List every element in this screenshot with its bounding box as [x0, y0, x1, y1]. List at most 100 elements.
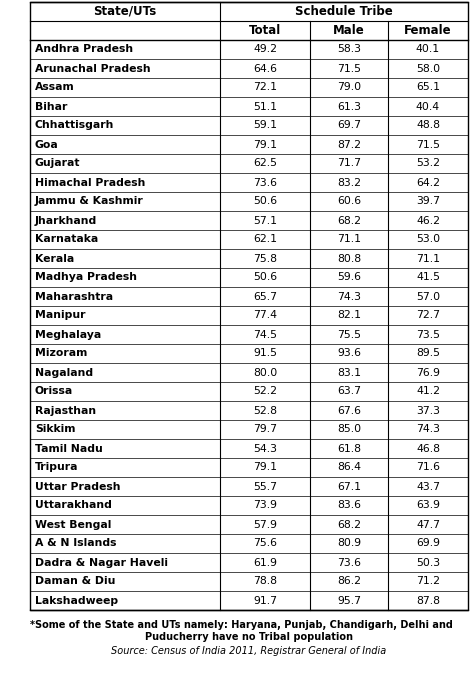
Text: Arunachal Pradesh: Arunachal Pradesh — [35, 64, 151, 74]
Text: Manipur: Manipur — [35, 311, 85, 321]
Text: 72.7: 72.7 — [416, 311, 440, 321]
Text: State/UTs: State/UTs — [93, 5, 156, 18]
Text: 75.8: 75.8 — [253, 253, 277, 263]
Text: 72.1: 72.1 — [253, 83, 277, 92]
Text: 79.0: 79.0 — [337, 83, 361, 92]
Text: 62.1: 62.1 — [253, 234, 277, 244]
Text: Mizoram: Mizoram — [35, 349, 87, 358]
Text: 57.9: 57.9 — [253, 519, 277, 529]
Text: 73.6: 73.6 — [253, 178, 277, 188]
Text: Jharkhand: Jharkhand — [35, 216, 97, 225]
Text: Lakshadweep: Lakshadweep — [35, 596, 118, 605]
Text: Himachal Pradesh: Himachal Pradesh — [35, 178, 146, 188]
Text: 74.3: 74.3 — [416, 424, 440, 435]
Text: 76.9: 76.9 — [416, 368, 440, 377]
Text: 59.1: 59.1 — [253, 120, 277, 130]
Text: 55.7: 55.7 — [253, 482, 277, 491]
Text: 69.7: 69.7 — [337, 120, 361, 130]
Text: 46.8: 46.8 — [416, 444, 440, 454]
Text: Madhya Pradesh: Madhya Pradesh — [35, 272, 137, 283]
Text: 54.3: 54.3 — [253, 444, 277, 454]
Text: 71.1: 71.1 — [416, 253, 440, 263]
Text: 67.1: 67.1 — [337, 482, 361, 491]
Text: 73.5: 73.5 — [416, 330, 440, 340]
Text: 37.3: 37.3 — [416, 405, 440, 416]
Text: 71.5: 71.5 — [416, 139, 440, 150]
Text: 79.7: 79.7 — [253, 424, 277, 435]
Text: 43.7: 43.7 — [416, 482, 440, 491]
Text: 64.2: 64.2 — [416, 178, 440, 188]
Text: 79.1: 79.1 — [253, 139, 277, 150]
Text: Male: Male — [333, 24, 365, 37]
Text: Nagaland: Nagaland — [35, 368, 93, 377]
Text: 50.6: 50.6 — [253, 272, 277, 283]
Text: 82.1: 82.1 — [337, 311, 361, 321]
Text: 69.9: 69.9 — [416, 538, 440, 549]
Text: 59.6: 59.6 — [337, 272, 361, 283]
Text: 51.1: 51.1 — [253, 102, 277, 111]
Text: 75.6: 75.6 — [253, 538, 277, 549]
Text: Maharashtra: Maharashtra — [35, 291, 113, 302]
Text: 50.3: 50.3 — [416, 557, 440, 568]
Text: 73.6: 73.6 — [337, 557, 361, 568]
Text: 47.7: 47.7 — [416, 519, 440, 529]
Text: 64.6: 64.6 — [253, 64, 277, 74]
Text: 52.8: 52.8 — [253, 405, 277, 416]
Text: 61.8: 61.8 — [337, 444, 361, 454]
Bar — [30, 2, 468, 610]
Text: 80.0: 80.0 — [253, 368, 277, 377]
Text: 39.7: 39.7 — [416, 197, 440, 206]
Text: 60.6: 60.6 — [337, 197, 361, 206]
Text: 91.5: 91.5 — [253, 349, 277, 358]
Text: 58.0: 58.0 — [416, 64, 440, 74]
Text: Sikkim: Sikkim — [35, 424, 75, 435]
Text: 71.7: 71.7 — [337, 158, 361, 169]
Text: 58.3: 58.3 — [337, 45, 361, 55]
Text: 89.5: 89.5 — [416, 349, 440, 358]
Text: Meghalaya: Meghalaya — [35, 330, 101, 340]
Text: 57.1: 57.1 — [253, 216, 277, 225]
Text: 53.2: 53.2 — [416, 158, 440, 169]
Text: 63.9: 63.9 — [416, 500, 440, 510]
Text: 46.2: 46.2 — [416, 216, 440, 225]
Text: 40.4: 40.4 — [416, 102, 440, 111]
Text: 65.1: 65.1 — [416, 83, 440, 92]
Text: Kerala: Kerala — [35, 253, 74, 263]
Text: 61.3: 61.3 — [337, 102, 361, 111]
Text: 87.2: 87.2 — [337, 139, 361, 150]
Text: Uttar Pradesh: Uttar Pradesh — [35, 482, 120, 491]
Text: 83.6: 83.6 — [337, 500, 361, 510]
Text: 68.2: 68.2 — [337, 216, 361, 225]
Text: Rajasthan: Rajasthan — [35, 405, 96, 416]
Text: Tamil Nadu: Tamil Nadu — [35, 444, 103, 454]
Text: Daman & Diu: Daman & Diu — [35, 577, 115, 587]
Text: 48.8: 48.8 — [416, 120, 440, 130]
Text: 57.0: 57.0 — [416, 291, 440, 302]
Text: 40.1: 40.1 — [416, 45, 440, 55]
Text: Dadra & Nagar Haveli: Dadra & Nagar Haveli — [35, 557, 168, 568]
Text: 86.2: 86.2 — [337, 577, 361, 587]
Text: 91.7: 91.7 — [253, 596, 277, 605]
Text: Schedule Tribe: Schedule Tribe — [295, 5, 393, 18]
Text: 75.5: 75.5 — [337, 330, 361, 340]
Text: Uttarakhand: Uttarakhand — [35, 500, 112, 510]
Text: 53.0: 53.0 — [416, 234, 440, 244]
Text: 85.0: 85.0 — [337, 424, 361, 435]
Text: 71.2: 71.2 — [416, 577, 440, 587]
Text: 63.7: 63.7 — [337, 386, 361, 396]
Text: Tripura: Tripura — [35, 463, 79, 473]
Text: Total: Total — [249, 24, 281, 37]
Text: Gujarat: Gujarat — [35, 158, 81, 169]
Text: 49.2: 49.2 — [253, 45, 277, 55]
Text: Chhattisgarh: Chhattisgarh — [35, 120, 114, 130]
Text: Orissa: Orissa — [35, 386, 73, 396]
Text: 50.6: 50.6 — [253, 197, 277, 206]
Text: 95.7: 95.7 — [337, 596, 361, 605]
Text: Jammu & Kashmir: Jammu & Kashmir — [35, 197, 144, 206]
Text: 86.4: 86.4 — [337, 463, 361, 473]
Text: 61.9: 61.9 — [253, 557, 277, 568]
Text: 83.1: 83.1 — [337, 368, 361, 377]
Text: Karnataka: Karnataka — [35, 234, 98, 244]
Text: 65.7: 65.7 — [253, 291, 277, 302]
Text: 41.2: 41.2 — [416, 386, 440, 396]
